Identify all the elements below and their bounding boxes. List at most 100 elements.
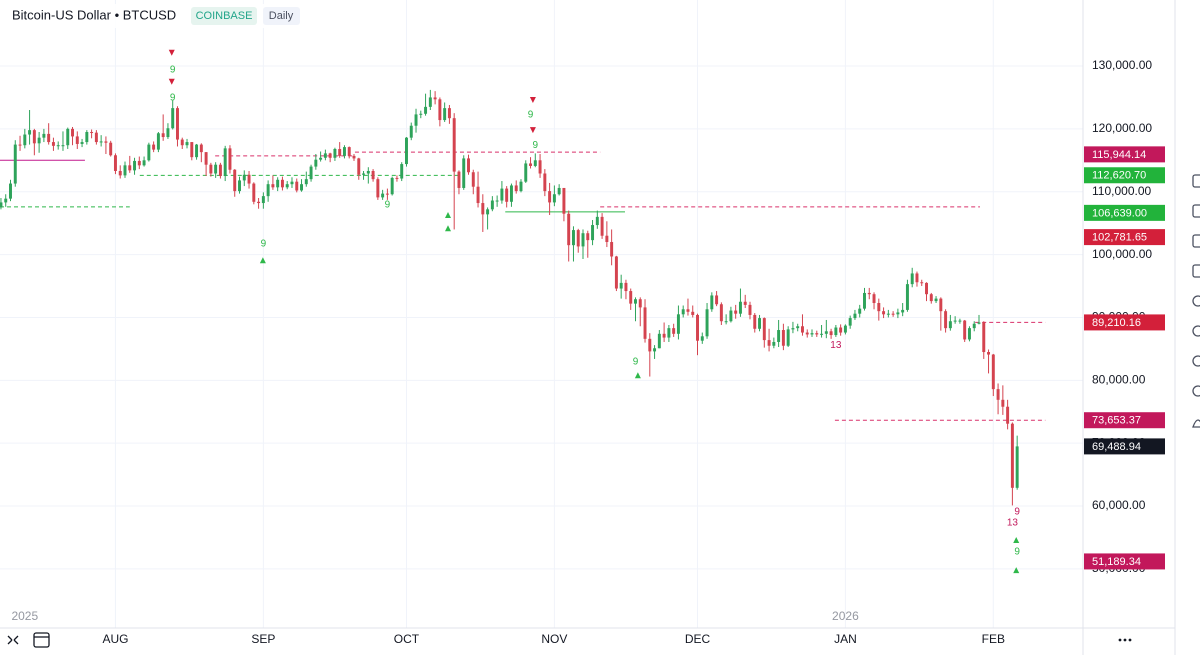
candle-body [323, 153, 327, 158]
year-label: 2026 [832, 609, 859, 623]
candle-body [767, 340, 771, 346]
candle-body [118, 170, 122, 176]
candle-body [109, 142, 113, 156]
candle-body [786, 329, 790, 346]
price-badge-label: 73,653.37 [1092, 415, 1141, 427]
candle-body [958, 320, 962, 322]
candle-body [758, 318, 762, 329]
candle-body [538, 160, 542, 174]
candle-body [247, 174, 251, 184]
annotation: 9 [385, 200, 391, 211]
candle-body [462, 158, 466, 188]
price-badge-label: 112,620.70 [1092, 170, 1146, 182]
candle-body [743, 301, 747, 305]
candle-body [839, 327, 843, 333]
candle-body [543, 173, 547, 192]
more-icon[interactable] [1118, 638, 1132, 642]
candle-body [242, 174, 246, 181]
x-tick-label: AUG [102, 632, 128, 646]
candle-body [4, 198, 8, 203]
calendar-icon[interactable] [33, 632, 50, 648]
candle-body [75, 136, 79, 144]
candle-body [185, 142, 189, 146]
candle-body [557, 187, 561, 195]
candle-body [328, 153, 332, 158]
candle-body [748, 304, 752, 315]
candle-body [142, 160, 146, 166]
candle-body [815, 333, 819, 335]
candle-body [576, 230, 580, 247]
candle-body [571, 230, 575, 246]
candle-body [505, 188, 509, 202]
candle-body [762, 318, 766, 341]
candle-body [257, 201, 261, 204]
candle-body [338, 148, 342, 156]
candle-body [271, 184, 275, 188]
candle-body [729, 310, 733, 322]
axes: 50,000.0060,000.0070,000.0080,000.0090,0… [11, 58, 1165, 646]
price-badge [1084, 314, 1165, 331]
candle-body [967, 328, 971, 340]
annotation: 9 [261, 239, 267, 250]
y-tick-label: 80,000.00 [1092, 372, 1146, 386]
candle-body [80, 142, 84, 144]
annotation: 9 [1014, 507, 1020, 518]
candle-body [715, 295, 719, 305]
price-badge-label: 89,210.16 [1092, 317, 1141, 329]
price-badge-label: 102,781.65 [1092, 232, 1147, 244]
price-badge [1084, 553, 1165, 570]
candle-body [314, 159, 318, 167]
price-badge [1084, 146, 1165, 163]
candle-body [996, 389, 1000, 400]
candle-body [877, 302, 881, 312]
candle-body [662, 333, 666, 338]
candle-body [991, 354, 995, 390]
candle-body [796, 326, 800, 329]
candle-body [672, 328, 676, 334]
side-icons[interactable] [1192, 174, 1200, 428]
x-tick-label: OCT [394, 632, 420, 646]
candle-body [581, 233, 585, 247]
candle-body [805, 332, 809, 335]
candle-body [772, 341, 776, 346]
x-tick-label: SEP [251, 632, 275, 646]
candle-body [853, 313, 857, 319]
candle-body [653, 348, 657, 352]
candle-body [681, 309, 685, 315]
candle-body [400, 164, 404, 179]
candle-body [848, 318, 852, 326]
candle-body [166, 128, 170, 138]
candle-body [395, 177, 399, 179]
candle-body [385, 193, 389, 195]
candle-body [37, 137, 41, 144]
scroll-icon[interactable] [7, 635, 19, 645]
candle-body [137, 160, 141, 166]
header: Bitcoin-US Dollar • BTCUSD COINBASE Dail… [0, 4, 300, 28]
candle-body [347, 147, 351, 156]
candle-body [290, 181, 294, 185]
candle-body [500, 188, 504, 201]
candle-body [605, 235, 609, 243]
candle-body [490, 200, 494, 210]
candle-body [595, 216, 599, 226]
candle-body [705, 309, 709, 337]
exchange: COINBASE [196, 10, 253, 22]
candle-body [13, 144, 17, 184]
candle-body [28, 130, 32, 135]
y-tick-label: 120,000.00 [1092, 121, 1152, 135]
candle-body [433, 97, 437, 100]
signal-arrow [168, 78, 175, 85]
annotation: 9 [1014, 547, 1020, 558]
candle-body [209, 164, 213, 174]
candle-body [791, 328, 795, 330]
exchange-badge [191, 7, 257, 25]
candle-body [552, 194, 556, 203]
candle-body [910, 273, 914, 285]
candle-body [495, 200, 499, 202]
candle-body [362, 173, 366, 175]
candle-body [1010, 423, 1014, 488]
candle-body [261, 196, 265, 204]
candle-body [657, 333, 661, 349]
